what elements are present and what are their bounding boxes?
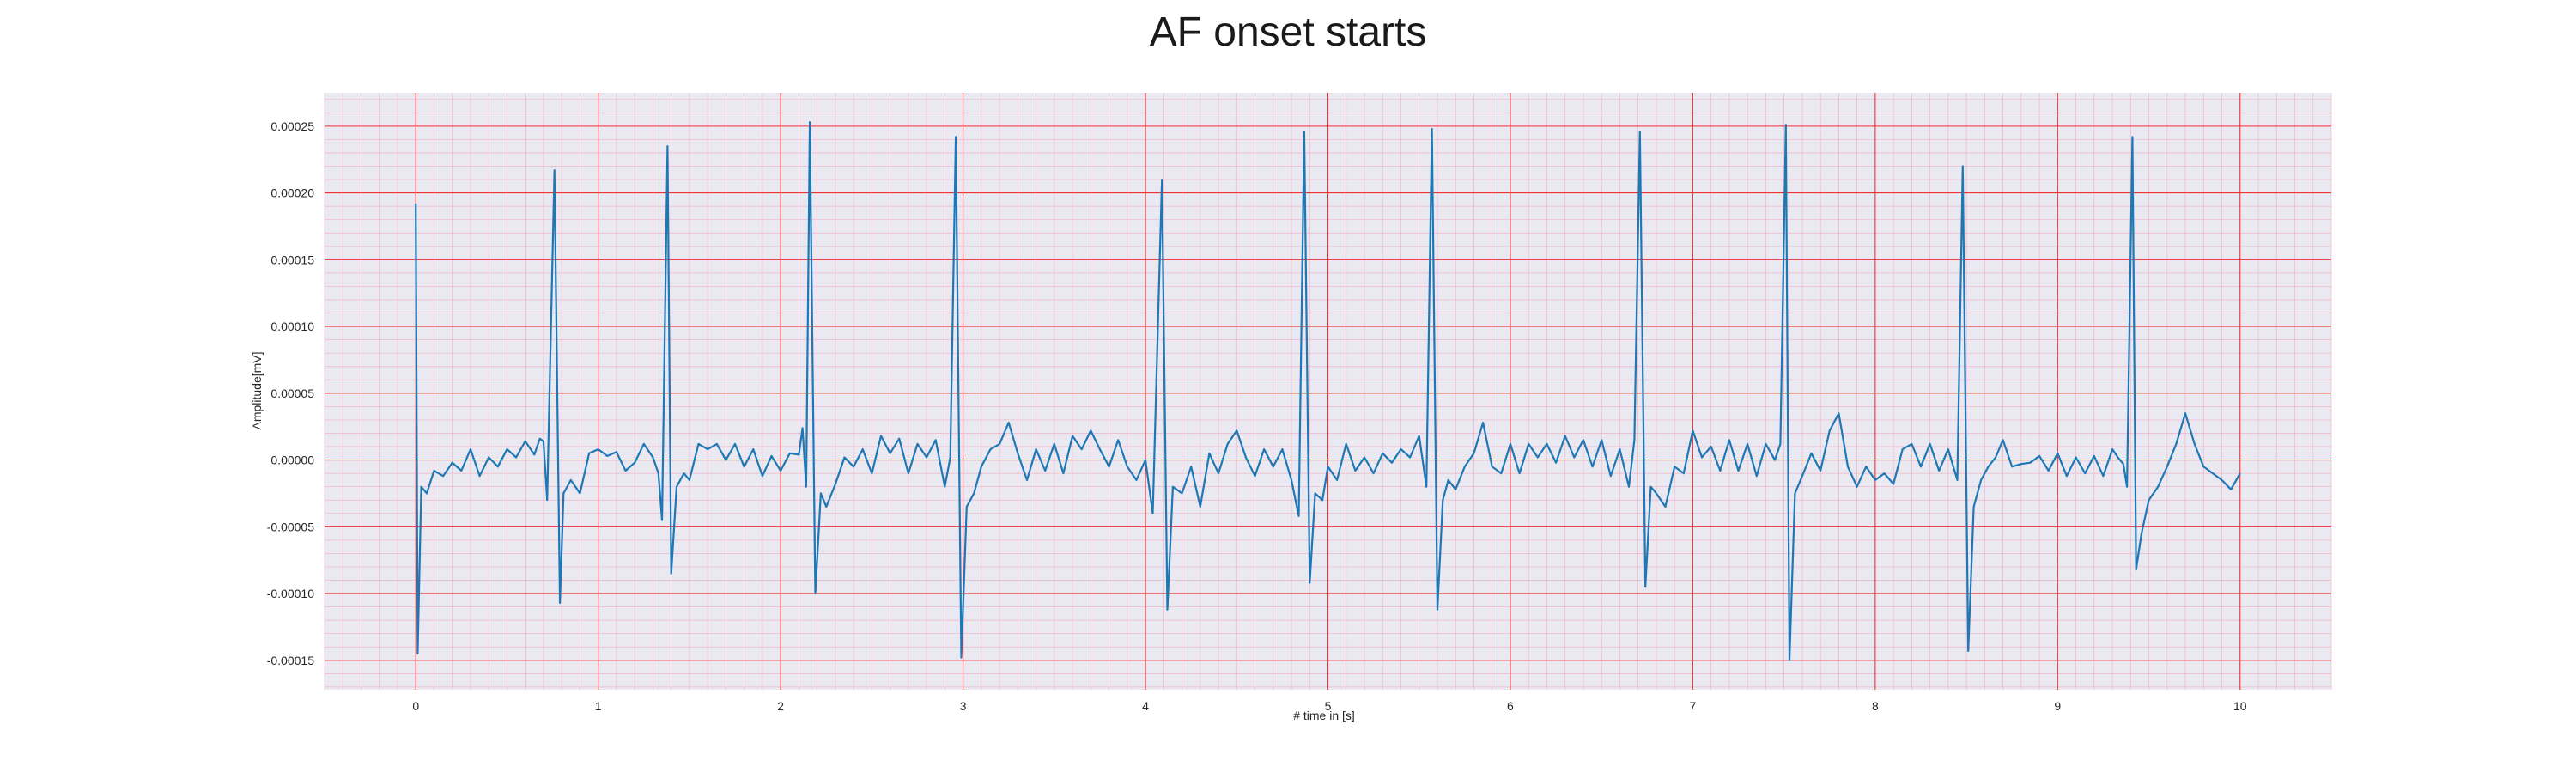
y-tick-label: 0.00015 (270, 253, 314, 266)
y-tick-label: 0.00000 (270, 453, 314, 467)
x-tick-label: 3 (960, 699, 967, 713)
x-tick-label: 7 (1690, 699, 1697, 713)
series-layer (415, 121, 2241, 661)
y-axis-label: Amplitude[mV] (250, 351, 264, 429)
y-tick-label: 0.00025 (270, 119, 314, 133)
chart-title: AF onset starts (1150, 9, 1427, 55)
y-tick-label: 0.00010 (270, 320, 314, 333)
y-tick-label: 0.00020 (270, 186, 314, 200)
x-tick-label: 2 (777, 699, 784, 713)
x-tick-label: 8 (1872, 699, 1879, 713)
y-tick-label: -0.00015 (267, 654, 314, 667)
x-tick-label: 4 (1142, 699, 1149, 713)
y-tick-label: -0.00010 (267, 587, 314, 600)
x-tick-label: 6 (1507, 699, 1514, 713)
y-tick-label: -0.00005 (267, 520, 314, 533)
x-tick-label: 9 (2054, 699, 2061, 713)
y-axis-ticks: -0.00015 -0.00010 -0.00005 0.00000 0.00005 0.… (267, 119, 314, 667)
x-tick-label: 5 (1325, 699, 1332, 713)
x-tick-label: 1 (595, 699, 602, 713)
x-tick-label: 10 (2233, 699, 2247, 713)
x-tick-label: 0 (412, 699, 419, 713)
ecg-signal-line (415, 121, 2241, 661)
x-axis-label: # time in [s] (1293, 709, 1355, 722)
y-tick-label: 0.00005 (270, 386, 314, 400)
major-grid (325, 93, 2331, 690)
x-axis-ticks: 0 1 2 3 4 5 6 7 8 9 10 (412, 699, 2246, 713)
